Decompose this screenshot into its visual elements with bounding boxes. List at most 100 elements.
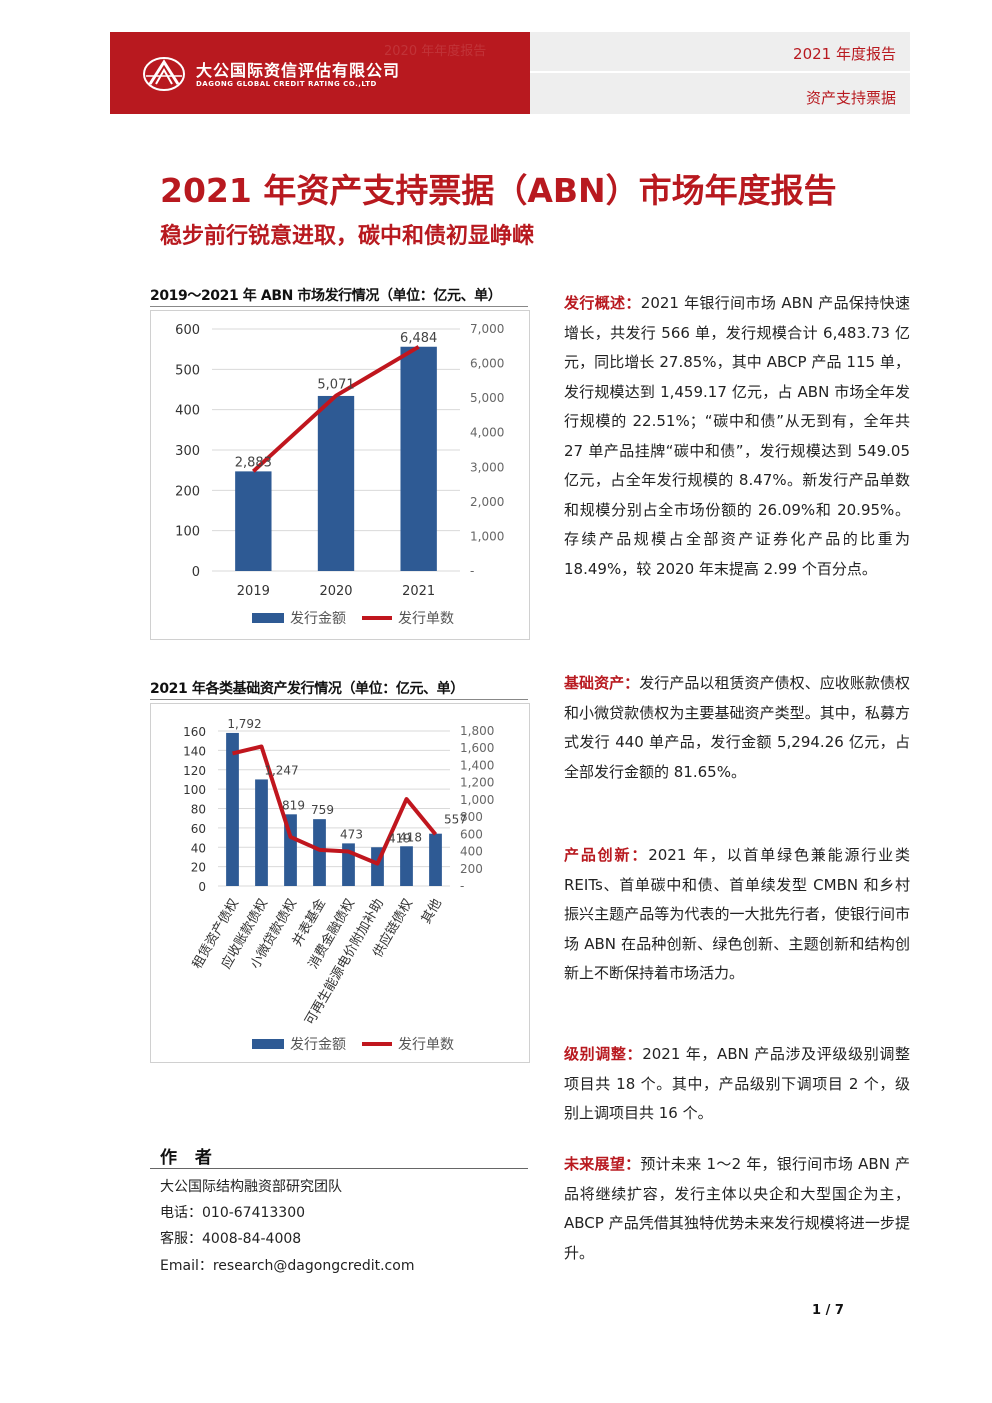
header-divider (530, 71, 910, 73)
y-left-tick-label: 60 (191, 822, 206, 836)
legend-bar-swatch (252, 1039, 284, 1049)
bar (400, 346, 437, 571)
y-left-tick-label: 200 (175, 484, 200, 499)
y-left-tick-label: 120 (183, 764, 206, 778)
y-left-tick-label: 140 (183, 744, 206, 758)
bar (255, 779, 268, 886)
section-text: 2021 年，ABN 产品涉及评级级别调整项目共 18 个。其中，产品级别下调项… (564, 1045, 910, 1122)
data-label: 6,484 (400, 331, 437, 346)
y-left-tick-label: 100 (183, 783, 206, 797)
legend-bar-label: 发行金额 (290, 1037, 346, 1053)
legend-bar-label: 发行金额 (290, 611, 346, 627)
y-right-tick-label: 1,800 (460, 724, 494, 738)
header-banner (110, 32, 530, 114)
chart2-svg: 0 20 40 60 80 100 120 140 160 - 200 400 600 800 1,000 1… (150, 703, 530, 1063)
author-heading: 作 者 (160, 1148, 218, 1168)
y-right-tick-label: 800 (460, 810, 483, 824)
x-tick-label: 2019 (237, 584, 270, 599)
chart2-rule (150, 699, 528, 700)
y-left-tick-label: 160 (183, 725, 206, 739)
section-rating-adjustment: 级别调整：2021 年，ABN 产品涉及评级级别调整项目共 18 个。其中，产品… (564, 1040, 910, 1129)
header-report-category: 资产支持票据 (805, 89, 896, 107)
y-right-tick-label: 1,000 (470, 529, 504, 543)
dagong-logo-icon (143, 57, 185, 91)
author-rule (150, 1168, 528, 1169)
page-subtitle: 稳步前行锐意进取，碳中和债初显峥嵘 (160, 224, 535, 249)
bar (226, 732, 239, 886)
section-keyword: 基础资产： (564, 674, 640, 692)
series-line (232, 744, 438, 866)
y-left-tick-label: 20 (191, 861, 206, 875)
page-title: 2021 年资产支持票据（ABN）市场年度报告 (160, 171, 837, 210)
chart1-title: 2019～2021 年 ABN 市场发行情况（单位：亿元、单） (150, 288, 502, 304)
bar (429, 833, 442, 886)
bar (317, 395, 355, 571)
data-label: 1,792 (227, 717, 261, 731)
y-right-tick-label: - (460, 879, 464, 893)
section-overview: 发行概述：2021 年银行间市场 ABN 产品保持快速增长，共发行 566 单，… (564, 289, 910, 584)
section-underlying-assets: 基础资产：发行产品以租赁资产债权、应收账款债权和小微贷款债权为主要基础资产类型。… (564, 669, 910, 787)
chart-frame (150, 703, 530, 1063)
legend-line-label: 发行单数 (398, 611, 454, 627)
bar (400, 846, 413, 886)
section-text: 2021 年，以首单绿色兼能源行业类 REITs、首单碳中和债、首单续发型 CM… (564, 846, 910, 982)
data-label: 1,247 (264, 763, 298, 777)
bar (235, 471, 272, 571)
data-label: 5,071 (317, 378, 354, 393)
section-keyword: 发行概述： (564, 294, 641, 312)
y-left-tick-label: 400 (175, 404, 200, 419)
y-right-tick-label: - (470, 564, 474, 578)
section-keyword: 级别调整： (564, 1045, 643, 1063)
company-name-en: DAGONG GLOBAL CREDIT RATING CO.,LTD (196, 80, 377, 88)
x-tick-label: 2021 (402, 584, 435, 599)
data-label: 759 (311, 803, 334, 817)
author-phone: 电话：010-67413300 (160, 1205, 306, 1221)
author-service: 客服：4008-84-4008 (160, 1231, 302, 1247)
y-left-tick-label: 0 (192, 565, 200, 580)
author-team: 大公国际结构融资部研究团队 (160, 1179, 342, 1195)
section-outlook: 未来展望：预计未来 1～2 年，银行间市场 ABN 产品将继续扩容，发行主体以央… (564, 1150, 910, 1268)
y-right-tick-label: 3,000 (470, 460, 504, 474)
section-text: 2021 年银行间市场 ABN 产品保持快速增长，共发行 566 单，发行规模合… (564, 294, 910, 578)
header-ghost-text: 2020 年年度报告 (384, 44, 487, 59)
y-right-tick-label: 1,600 (460, 741, 494, 755)
header-report-year: 2021 年度报告 (793, 45, 896, 63)
chart1-rule (150, 306, 528, 307)
y-left-tick-label: 300 (175, 444, 200, 459)
data-label: 473 (340, 827, 363, 841)
y-right-tick-label: 200 (460, 862, 483, 876)
data-label: 2,883 (235, 455, 272, 470)
data-label: 557 (444, 813, 467, 827)
section-text: 预计未来 1～2 年，银行间市场 ABN 产品将继续扩容，发行主体以央企和大型国… (564, 1155, 910, 1262)
y-left-tick-label: 40 (191, 841, 206, 855)
y-left-tick-label: 100 (175, 525, 200, 540)
y-right-tick-label: 600 (460, 827, 483, 841)
y-right-tick-label: 400 (460, 845, 483, 859)
y-right-tick-label: 2,000 (470, 495, 504, 509)
data-label: 819 (282, 798, 305, 812)
x-tick-label: 2020 (319, 584, 352, 599)
y-right-tick-label: 5,000 (470, 391, 504, 405)
y-right-tick-label: 7,000 (470, 322, 504, 336)
y-left-tick-label: 0 (198, 880, 206, 894)
chart2-title: 2021 年各类基础资产发行情况（单位：亿元、单） (150, 681, 464, 697)
y-left-tick-label: 500 (175, 363, 200, 378)
y-left-tick-label: 80 (191, 803, 206, 817)
header-right-panel (530, 32, 910, 114)
y-right-tick-label: 4,000 (470, 426, 504, 440)
legend-line-label: 发行单数 (398, 1037, 454, 1053)
y-right-tick-label: 6,000 (470, 357, 504, 371)
y-right-tick-label: 1,400 (460, 758, 494, 772)
author-email[interactable]: Email：research@dagongcredit.com (160, 1258, 415, 1274)
chart1-svg: 0 100 200 300 400 500 600 - 1,000 2,000 3,000 4,000… (150, 310, 530, 640)
section-keyword: 未来展望： (564, 1155, 641, 1173)
section-innovation: 产品创新：2021 年，以首单绿色兼能源行业类 REITs、首单碳中和债、首单续… (564, 841, 910, 989)
y-left-tick-label: 600 (175, 323, 200, 338)
page-number: 1 / 7 (812, 1303, 844, 1318)
section-keyword: 产品创新： (564, 846, 649, 864)
bar (313, 819, 326, 886)
y-right-tick-label: 1,000 (460, 793, 494, 807)
y-right-tick-label: 1,200 (460, 776, 494, 790)
data-label: 419 (388, 831, 411, 845)
section-text: 发行产品以租赁资产债权、应收账款债权和小微贷款债权为主要基础资产类型。其中，私募… (564, 674, 910, 781)
